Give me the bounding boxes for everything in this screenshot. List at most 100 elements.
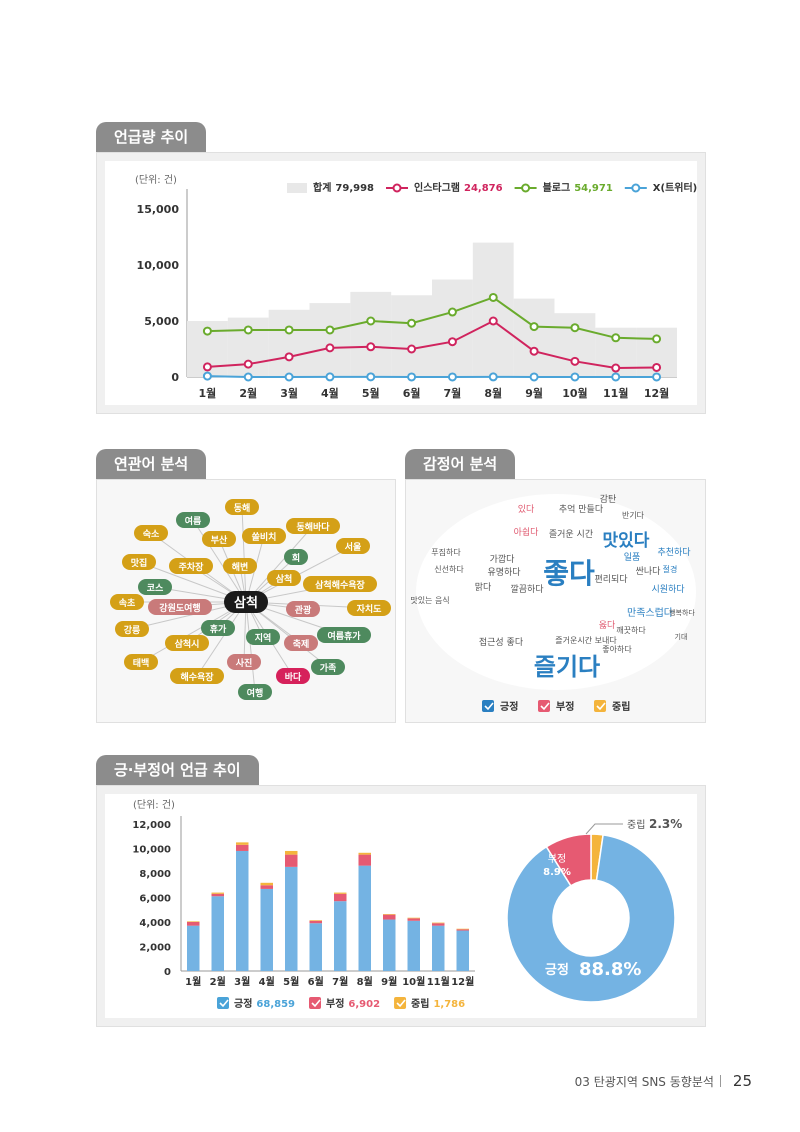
network-node: [169, 558, 213, 574]
wordcloud-word: 깔끔하다: [510, 583, 544, 595]
wordcloud-word: 맑다: [475, 581, 492, 593]
legend-label: 중립: [411, 997, 429, 1010]
network-node: [267, 570, 301, 586]
stacked-bar-segment: [432, 922, 445, 924]
network-center-node: [224, 591, 268, 613]
network-node-label: 지역: [255, 632, 272, 644]
network-node-label: 코스: [147, 583, 164, 594]
network-node: [176, 512, 210, 528]
series-point: [325, 325, 335, 335]
x-tick-label: 11월: [427, 976, 450, 988]
stacked-bar-segment: [407, 918, 420, 921]
series-point: [652, 362, 662, 372]
total-bar: [513, 298, 555, 377]
section-tab-sentiment-trend: 긍·부정어 언급 추이: [96, 755, 259, 785]
footer-text: 03 탄광지역 SNS 동향분석: [574, 1075, 714, 1089]
x-tick-label: 2월: [210, 976, 226, 988]
stacked-bar-segment: [383, 919, 396, 971]
network-node: [201, 620, 235, 636]
x-tick-label: 8월: [357, 976, 373, 988]
wordcloud-word: 옳다: [599, 620, 616, 631]
x-tick-label: 5월: [362, 386, 380, 400]
legend-checkbox: [309, 997, 321, 1009]
network-node: [238, 684, 272, 700]
legend-checkbox: [482, 700, 494, 712]
series-point: [407, 344, 417, 354]
wordcloud-word: 가깝다: [490, 553, 516, 565]
legend-value: 24,876: [464, 183, 503, 194]
network-node: [347, 600, 391, 616]
network-node-label: 삼척: [276, 573, 293, 585]
donut-positive-value: 88.8%: [579, 959, 641, 980]
x-tick-label: 10월: [562, 386, 587, 400]
network-node: [246, 629, 280, 645]
network-edge: [192, 519, 247, 603]
series-point: [202, 371, 212, 381]
network-node-label: 동해: [234, 502, 251, 514]
network-node-label: 주차장: [179, 561, 205, 573]
stacked-bar-segment: [260, 882, 273, 886]
series-point: [284, 372, 294, 382]
network-node: [170, 668, 224, 684]
x-tick-label: 9월: [525, 386, 543, 400]
unit-label: (단위: 건): [135, 173, 177, 186]
legend-value: 54,971: [574, 183, 613, 194]
legend-label: 부정: [556, 700, 574, 713]
stacked-bar-segment: [358, 852, 371, 855]
x-tick-label: 6월: [308, 976, 324, 988]
series-point: [447, 337, 457, 347]
wordcloud-word: 추억 만들다: [559, 503, 604, 515]
network-node-label: 쏠비치: [252, 531, 277, 543]
wordcloud-word: 즐거운 시간: [549, 529, 593, 540]
legend-checkbox: [217, 997, 229, 1009]
wordcloud-word: 유명하다: [487, 567, 521, 578]
legend-label: 긍정: [234, 997, 252, 1010]
wordcloud-word: 일품: [624, 552, 641, 563]
wordcloud-word: 좋아하다: [602, 644, 632, 654]
wordcloud-word: 행복하다: [669, 608, 695, 617]
series-point: [407, 372, 417, 382]
series-point: [284, 325, 294, 335]
network-edge: [245, 601, 329, 668]
stacked-bar-segment: [334, 893, 347, 902]
network-node-label: 자치도: [357, 603, 383, 615]
series-point: [570, 372, 580, 382]
page-number: 25: [732, 1072, 752, 1090]
section-tab-mentions: 언급량 추이: [96, 122, 207, 152]
total-bar: [350, 291, 392, 377]
network-node: [110, 594, 144, 610]
network-node-label: 강릉: [124, 624, 141, 636]
check-icon: [540, 702, 550, 711]
x-tick-label: 10월: [402, 976, 425, 988]
wordcloud-word: 신선하다: [434, 564, 464, 574]
stacked-bar-segment: [211, 896, 224, 971]
wordcloud-word: 기대: [675, 632, 688, 641]
wordcloud-word: 좋다: [543, 557, 595, 590]
x-tick-label: 7월: [444, 386, 462, 400]
network-node-label: 바다: [285, 671, 302, 683]
x-tick-label: 1월: [199, 386, 217, 400]
x-tick-label: 12월: [451, 976, 474, 988]
legend-label: 인스타그램: [414, 181, 460, 194]
network-node-label: 축제: [293, 638, 310, 650]
donut-negative-label: 부정: [548, 853, 566, 865]
sentiment-panel: 감탄 있다 추억 만들다 반기다 아쉽다 즐거운 시간 맛있다 푸짐하다 가깝다 추천하다 신선하다…: [405, 479, 706, 723]
series-point: [243, 372, 253, 382]
x-tick-label: 2월: [239, 386, 257, 400]
stacked-bar-segment: [456, 928, 469, 930]
total-bar: [432, 279, 473, 377]
network-node: [202, 531, 236, 547]
stacked-bar-segment: [285, 850, 298, 855]
network-node-label: 태백: [133, 657, 150, 669]
y-tick-label: 15,000: [137, 203, 180, 216]
series-line: [207, 375, 657, 378]
network-node: [115, 621, 149, 637]
wordcloud-word: 감탄: [600, 493, 617, 505]
stacked-bar-segment: [260, 888, 273, 971]
series-point: [366, 342, 376, 352]
footer-divider: [719, 1075, 721, 1087]
stacked-bar-segment: [285, 866, 298, 971]
network-node-label: 속초: [119, 597, 136, 609]
unit-label: (단위: 건): [133, 798, 175, 811]
